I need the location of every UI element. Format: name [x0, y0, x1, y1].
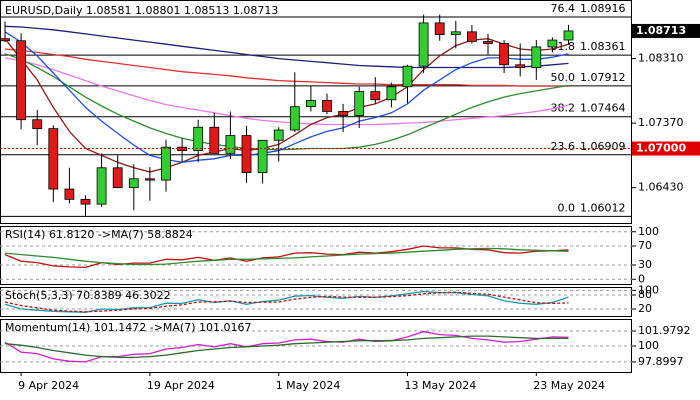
panel-title: Momentum(14) 101.1472 ->MA(7) 101.0167 — [5, 321, 252, 334]
indicator-line — [4, 31, 569, 163]
candle-body — [128, 178, 139, 189]
candle-body — [225, 135, 236, 154]
candle-body — [450, 31, 461, 35]
candle-body — [161, 146, 171, 181]
candle-body — [434, 22, 445, 35]
fib-level-value: 1.07912 — [580, 71, 626, 84]
indicator-line — [4, 48, 569, 87]
candle-body — [0, 38, 10, 42]
candle-body — [80, 198, 91, 205]
candle-body — [418, 22, 429, 67]
candle-body — [144, 178, 155, 181]
indicator-line — [4, 330, 569, 363]
fib-level-name: 0.0 — [558, 201, 576, 214]
rsi-panel — [0, 226, 632, 285]
candle-body — [370, 91, 381, 101]
y-tick-label: 97.8997 — [638, 355, 684, 368]
candle-body — [48, 128, 59, 190]
price-label: 1.08713 — [636, 24, 686, 37]
candle-body — [483, 41, 493, 44]
fib-level-name: 50.0 — [551, 71, 576, 84]
candle-body — [32, 119, 43, 130]
candle-body — [64, 188, 75, 200]
fib-level-value: 1.08361 — [580, 40, 626, 53]
candle-body — [547, 39, 558, 48]
price-label: 1.07000 — [636, 142, 686, 155]
panel-title: Stoch(5,3,3) 70.8389 46.3022 — [5, 289, 171, 302]
y-tick-label: 20 — [638, 302, 652, 315]
candle-body — [193, 126, 204, 152]
panel-title: RSI(14) 61.8120 ->MA(7) 58.8824 — [5, 228, 193, 241]
candle-body — [563, 30, 574, 41]
candle-body — [338, 111, 349, 116]
y-tick-label: 0 — [638, 272, 645, 285]
y-tick-label: 100 — [638, 225, 659, 238]
candle-body — [289, 106, 300, 131]
candle-body — [515, 64, 526, 68]
indicator-line — [4, 290, 569, 313]
x-tick-label: 1 May 2024 — [276, 379, 341, 392]
y-tick-label: 1.08310 — [638, 52, 684, 65]
candle-body — [273, 129, 284, 141]
candle-body — [322, 100, 332, 112]
fib-level-value: 1.07464 — [580, 102, 626, 115]
y-tick-label: 80 — [638, 288, 652, 301]
candle-body — [241, 135, 252, 173]
y-tick-label: 30 — [638, 258, 652, 271]
y-tick-label: 1.07370 — [638, 116, 684, 129]
indicator-line — [4, 57, 569, 126]
fib-level-value: 1.08916 — [580, 2, 626, 15]
y-tick-label: 1.06430 — [638, 181, 684, 194]
indicator-line — [4, 335, 569, 359]
x-tick-label: 23 May 2024 — [533, 379, 605, 392]
y-tick-label: 100 — [638, 283, 659, 296]
main-panel — [0, 0, 632, 224]
candle-body — [499, 43, 510, 66]
candle-body — [354, 91, 365, 116]
candle-body — [16, 40, 27, 121]
fib-level-name: 23.6 — [551, 140, 576, 153]
x-tick-label: 19 Apr 2024 — [147, 379, 215, 392]
candle-body — [402, 65, 413, 88]
indicator-line — [4, 247, 569, 266]
fib-level-name: 38.2 — [551, 102, 576, 115]
candle-body — [257, 139, 268, 173]
candle-body — [305, 100, 316, 108]
panel-title: EURUSD,Daily 1.08581 1.08801 1.08513 1.0… — [5, 4, 278, 17]
candle-body — [531, 46, 542, 68]
fib-level-name: 76.4 — [551, 2, 576, 15]
price-box — [632, 141, 700, 156]
indicator-line — [4, 53, 569, 151]
candle-body — [209, 126, 220, 154]
y-tick-label: 101.9792 — [638, 324, 691, 337]
fib-level-value: 1.06012 — [580, 201, 626, 214]
candle-body — [466, 31, 477, 42]
y-tick-label: 70 — [638, 239, 652, 252]
stoch-panel — [0, 287, 632, 317]
indicator-line — [4, 25, 569, 69]
x-tick-label: 13 May 2024 — [405, 379, 477, 392]
candle-body — [112, 167, 123, 189]
candle-body — [96, 167, 107, 205]
x-tick-label: 9 Apr 2024 — [18, 379, 79, 392]
price-box — [632, 23, 700, 38]
fib-level-value: 1.06909 — [580, 140, 626, 153]
candle-body — [386, 86, 397, 101]
y-tick-label: 100 — [638, 339, 659, 352]
indicator-line — [4, 291, 569, 313]
